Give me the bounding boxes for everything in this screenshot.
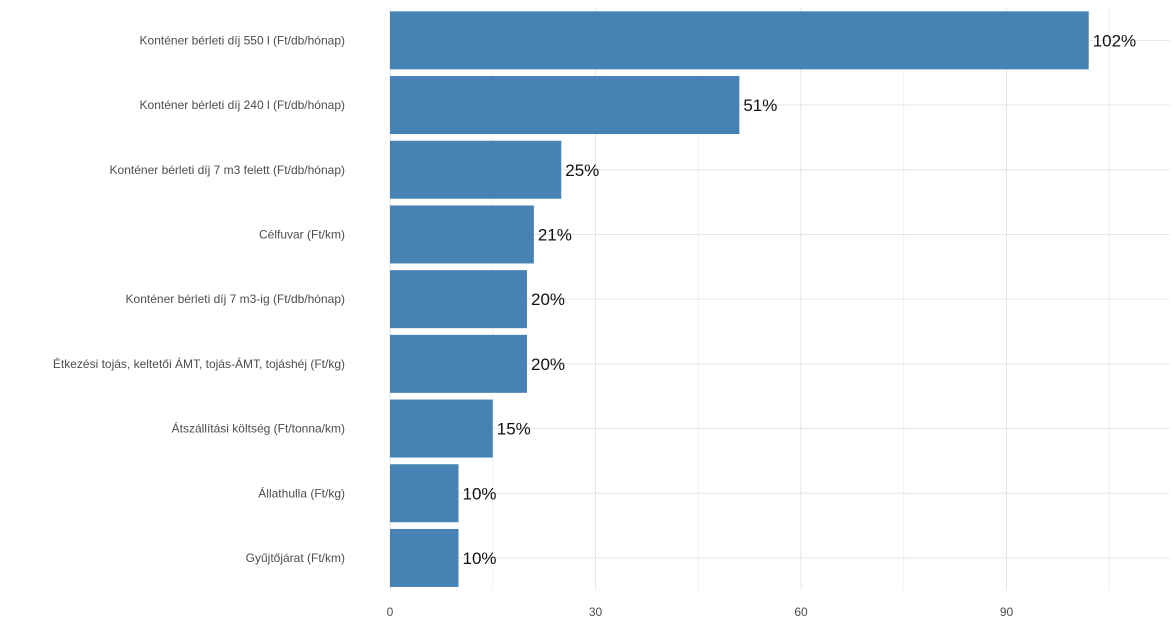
category-label: Célfuvar (Ft/km) bbox=[259, 227, 345, 241]
category-label: Gyűjtőjárat (Ft/km) bbox=[246, 551, 345, 565]
category-label: Konténer bérleti díj 240 l (Ft/db/hónap) bbox=[140, 98, 345, 112]
value-label: 15% bbox=[497, 420, 531, 439]
value-label: 51% bbox=[743, 96, 777, 115]
bars bbox=[390, 11, 1089, 587]
value-label: 20% bbox=[531, 290, 565, 309]
value-label: 102% bbox=[1093, 31, 1136, 50]
category-label: Konténer bérleti díj 7 m3-ig (Ft/db/hóna… bbox=[126, 292, 345, 306]
value-labels: 102% 51% 25% 21% 20% 20% 15% 10% 10% bbox=[463, 31, 1137, 568]
x-axis-ticks: 0 30 60 90 bbox=[387, 605, 1014, 619]
category-label: Átszállítási költség (Ft/tonna/km) bbox=[172, 421, 345, 436]
category-label: Konténer bérleti díj 550 l (Ft/db/hónap) bbox=[140, 33, 345, 47]
bar bbox=[390, 11, 1089, 70]
category-label: Konténer bérleti díj 7 m3 felett (Ft/db/… bbox=[110, 163, 345, 177]
value-label: 21% bbox=[538, 225, 572, 244]
value-label: 25% bbox=[565, 161, 599, 180]
bar bbox=[390, 205, 534, 264]
bar bbox=[390, 334, 527, 393]
x-tick-label: 90 bbox=[1000, 605, 1014, 619]
bar bbox=[390, 399, 493, 458]
x-tick-label: 0 bbox=[387, 605, 394, 619]
category-labels: Konténer bérleti díj 550 l (Ft/db/hónap)… bbox=[53, 33, 345, 565]
category-label: Étkezési tojás, keltetői ÁMT, tojás-ÁMT,… bbox=[53, 356, 345, 371]
value-label: 20% bbox=[531, 355, 565, 374]
bar bbox=[390, 76, 740, 135]
category-label: Állathulla (Ft/kg) bbox=[258, 485, 345, 500]
bar bbox=[390, 528, 459, 587]
bar bbox=[390, 464, 459, 523]
x-tick-label: 30 bbox=[589, 605, 603, 619]
bar bbox=[390, 270, 527, 329]
value-label: 10% bbox=[463, 549, 497, 568]
value-label: 10% bbox=[463, 484, 497, 503]
bar bbox=[390, 140, 562, 199]
x-tick-label: 60 bbox=[794, 605, 808, 619]
